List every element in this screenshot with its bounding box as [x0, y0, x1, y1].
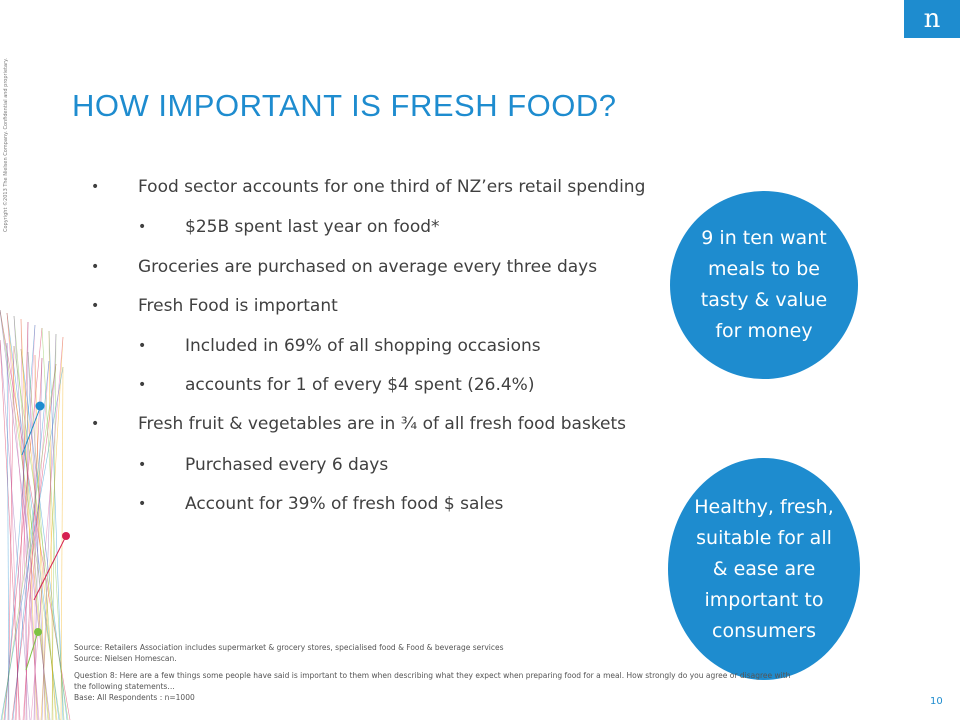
highlight-circle-tasty: 9 in ten want meals to be tasty & value …	[670, 191, 858, 379]
nielsen-logo: n	[904, 0, 960, 38]
decorative-dot-red	[62, 532, 70, 540]
bullet-text: Included in 69% of all shopping occasion…	[185, 336, 541, 356]
decorative-line	[33, 357, 43, 720]
decorative-line	[13, 345, 69, 720]
decorative-line	[6, 342, 20, 720]
bullet-dot: •	[91, 416, 100, 432]
decorative-line	[22, 360, 50, 720]
decorative-dot-green	[34, 628, 42, 636]
circle-line: 9 in ten want	[701, 227, 827, 249]
decorative-line	[0, 309, 51, 720]
decorative-line	[7, 345, 15, 720]
circle-line: Healthy, fresh,	[694, 495, 834, 518]
circle-line: consumers	[712, 619, 816, 642]
decorative-line	[12, 360, 50, 720]
bullet-text: accounts for 1 of every $4 spent (26.4%)	[185, 375, 535, 395]
decorative-line	[23, 357, 43, 720]
bullet-text: Fresh Food is important	[138, 296, 338, 316]
bullet-text: $25B spent last year on food*	[185, 217, 440, 237]
circle-line: suitable for all	[696, 526, 832, 549]
decorative-line	[20, 318, 38, 720]
bullet-text: Account for 39% of fresh food $ sales	[185, 494, 504, 514]
decorative-line	[30, 336, 64, 720]
bullet-dot: •	[138, 457, 147, 473]
page-number: 10	[930, 696, 943, 707]
decorative-line	[6, 312, 40, 720]
bullet-text: Food sector accounts for one third of NZ…	[138, 177, 646, 197]
decorative-line	[20, 318, 28, 720]
decorative-line	[14, 324, 36, 720]
circle-line: & ease are	[712, 557, 816, 580]
decorative-line	[40, 336, 64, 720]
bullet-list: • Food sector accounts for one third of …	[91, 177, 646, 514]
decorative-lines	[0, 309, 71, 720]
decorative-line	[0, 309, 61, 720]
circle-line: meals to be	[708, 258, 820, 280]
bullet-dot: •	[138, 338, 147, 354]
bullet-dot: •	[138, 377, 147, 393]
bullet-dot: •	[138, 219, 147, 235]
decorative-line	[27, 351, 47, 720]
decorative-line	[48, 330, 54, 720]
decorative-line	[25, 321, 29, 720]
circle-line: tasty & value	[700, 289, 828, 311]
bullet-dot: •	[91, 179, 100, 195]
footnote-source-nielsen: Source: Nielsen Homescan.	[74, 654, 177, 663]
bullet-dot: •	[138, 496, 147, 512]
slide-title: HOW IMPORTANT IS FRESH FOOD?	[72, 88, 617, 123]
decorative-line	[51, 333, 57, 720]
highlight-circle-healthy: Healthy, fresh, suitable for all & ease …	[668, 458, 860, 680]
footnote-question-continued: the following statements…	[74, 682, 175, 691]
bullet-text: Groceries are purchased on average every…	[138, 257, 598, 277]
bullet-dot: •	[91, 259, 100, 275]
decorative-line	[0, 339, 31, 720]
decorative-line	[3, 327, 43, 720]
footnotes: Source: Retailers Association includes s…	[74, 642, 914, 703]
bullet-text: Purchased every 6 days	[185, 455, 389, 475]
decorative-line	[6, 342, 10, 720]
footnote-question: Question 8: Here are a few things some p…	[74, 671, 791, 680]
footnote-base: Base: All Respondents : n=1000	[74, 693, 195, 702]
decorative-line	[41, 333, 57, 720]
circle-line: for money	[715, 320, 813, 342]
decorative-line	[15, 321, 29, 720]
bullet-text: Fresh fruit & vegetables are in ¾ of all…	[138, 414, 627, 434]
bullet-dot: •	[91, 298, 100, 314]
decorative-line	[0, 339, 21, 720]
decorative-dot-blue	[35, 401, 45, 411]
decorative-line	[1, 363, 57, 720]
circle-line: important to	[704, 588, 824, 611]
footnote-source-retailers: Source: Retailers Association includes s…	[74, 643, 504, 652]
decorative-line	[20, 348, 58, 720]
